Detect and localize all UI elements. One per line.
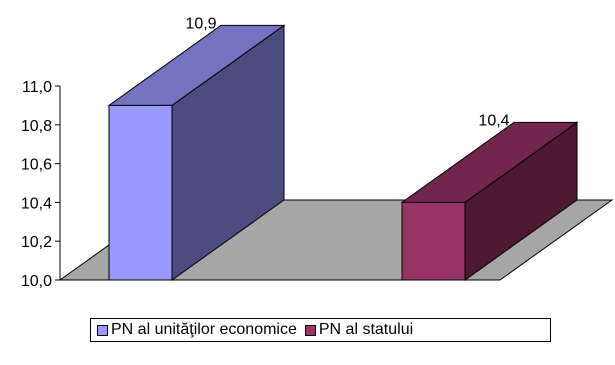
- y-tick-label: 10,6: [21, 157, 52, 174]
- data-label-1: 10,9: [185, 15, 216, 32]
- y-tick-label: 10,0: [21, 273, 52, 290]
- bar-front-face: [108, 104, 173, 281]
- legend-swatch-series-1: [97, 324, 108, 336]
- bars: 10,9 10,4: [107, 15, 579, 281]
- bar-2: [400, 121, 579, 281]
- chart-legend: PN al unităţilor economice PN al statulu…: [90, 318, 551, 342]
- bar-1: [107, 24, 286, 281]
- legend-swatch-series-2: [304, 324, 316, 336]
- data-label-2: 10,4: [478, 112, 509, 129]
- y-tick-label: 10,4: [21, 195, 52, 212]
- bar-front-face: [401, 201, 466, 281]
- y-tick-label: 11,0: [22, 79, 52, 96]
- legend-item-series-2: PN al statului: [304, 321, 414, 339]
- y-tick-label: 10,8: [21, 118, 52, 135]
- legend-item-series-1: PN al unităţilor economice: [97, 321, 297, 339]
- legend-label-series-1: PN al unităţilor economice: [111, 321, 297, 338]
- y-axis-ticks: 10,0 10,2 10,4 10,6 10,8 11,0: [21, 79, 60, 290]
- legend-label-series-2: PN al statului: [318, 321, 414, 338]
- y-tick-label: 10,2: [21, 234, 52, 251]
